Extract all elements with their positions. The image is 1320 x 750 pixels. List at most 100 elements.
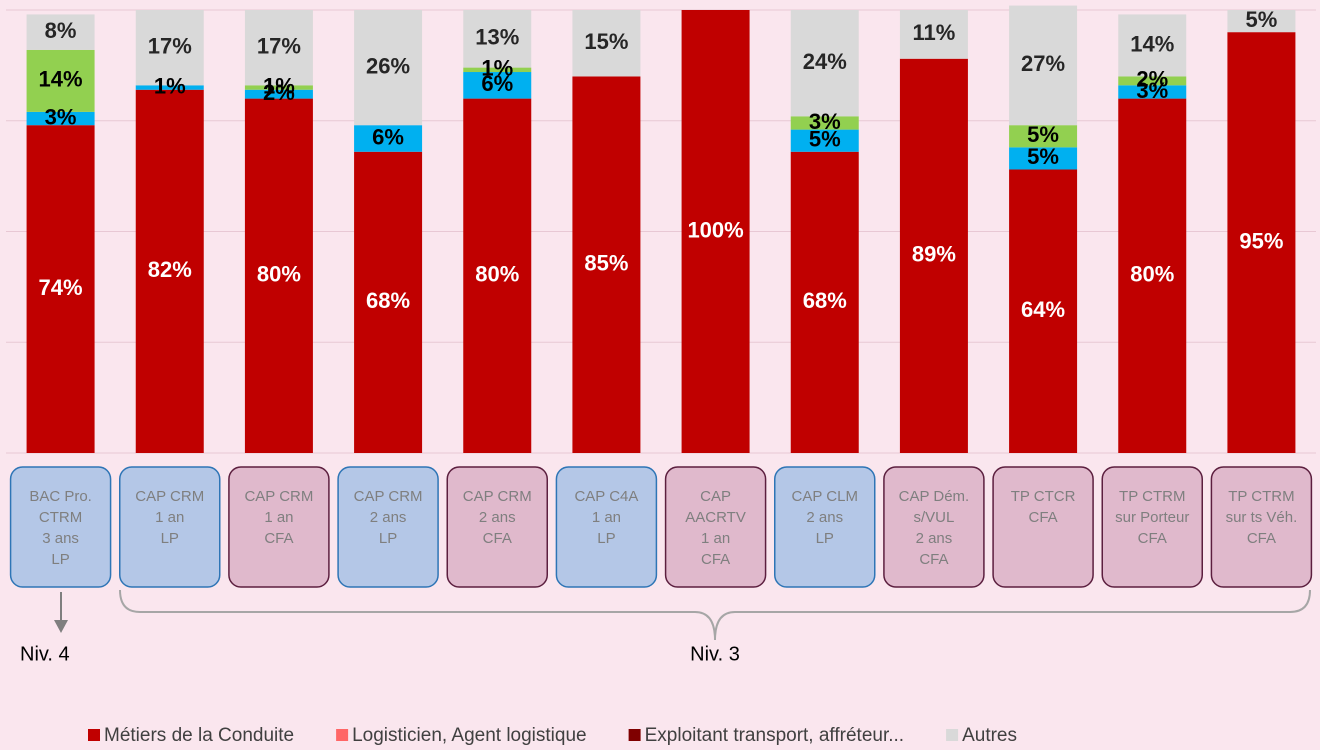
bar-segment bbox=[135, 89, 204, 454]
data-label: 17% bbox=[257, 33, 301, 58]
bar-segment bbox=[463, 67, 532, 73]
category-label: CFA bbox=[919, 551, 948, 568]
data-label: 1% bbox=[481, 56, 513, 81]
data-label: 5% bbox=[1027, 144, 1059, 169]
bar-segment bbox=[354, 10, 423, 126]
data-label: 95% bbox=[1239, 228, 1283, 253]
data-label: 24% bbox=[803, 49, 847, 74]
data-label: 5% bbox=[809, 126, 841, 151]
data-label: 27% bbox=[1021, 51, 1065, 76]
data-label: 5% bbox=[1027, 122, 1059, 147]
bar-segment bbox=[1009, 5, 1078, 126]
data-label: 15% bbox=[584, 29, 628, 54]
category-box bbox=[1210, 466, 1313, 588]
data-label: 3% bbox=[809, 109, 841, 134]
category-box bbox=[664, 466, 767, 588]
bar-segment bbox=[1009, 169, 1078, 454]
category-label: CFA bbox=[1247, 530, 1276, 547]
category-label: AACRTV bbox=[685, 509, 746, 526]
data-label: 6% bbox=[372, 124, 404, 149]
bar-segment bbox=[1227, 32, 1296, 454]
category-box bbox=[992, 466, 1094, 588]
bar-segment bbox=[1118, 98, 1187, 453]
data-label: 1% bbox=[263, 73, 295, 98]
data-label: 3% bbox=[1136, 78, 1168, 103]
bar-segment bbox=[572, 10, 641, 77]
data-label: 1% bbox=[154, 73, 186, 98]
bar-segment bbox=[354, 151, 423, 453]
legend-swatch bbox=[628, 729, 641, 741]
category-label: 1 an bbox=[701, 530, 730, 547]
category-label: LP bbox=[379, 530, 397, 547]
data-label: 6% bbox=[481, 71, 513, 96]
category-label: sur Porteur bbox=[1115, 509, 1189, 526]
data-label: 80% bbox=[1130, 262, 1174, 287]
data-label: 8% bbox=[45, 18, 77, 43]
level4-label: Niv. 4 bbox=[20, 643, 70, 665]
category-label: 3 ans bbox=[42, 530, 79, 547]
bar-segment bbox=[244, 89, 313, 99]
bar-segment bbox=[26, 125, 95, 454]
data-label: 64% bbox=[1021, 297, 1065, 322]
legend-swatch bbox=[88, 729, 100, 741]
category-label: 2 ans bbox=[916, 530, 953, 547]
bar-segment bbox=[26, 14, 95, 50]
bar-segment bbox=[1118, 76, 1187, 86]
category-box bbox=[337, 466, 439, 588]
data-label: 80% bbox=[475, 262, 519, 287]
category-box bbox=[883, 466, 985, 588]
bar-segment bbox=[1118, 85, 1187, 99]
data-label: 3% bbox=[45, 104, 77, 129]
category-box bbox=[228, 466, 330, 588]
data-label: 14% bbox=[1130, 31, 1174, 56]
category-box bbox=[446, 466, 548, 588]
legend-swatch bbox=[336, 729, 349, 741]
category-label: CAP CLM bbox=[792, 488, 858, 505]
category-label: CAP bbox=[700, 488, 731, 505]
bar-segment bbox=[135, 10, 204, 86]
bar-segment bbox=[26, 49, 95, 112]
bar-segment bbox=[790, 116, 859, 130]
category-label: LP bbox=[51, 551, 69, 568]
category-label: CAP C4A bbox=[574, 488, 638, 505]
category-label: TP CTRM bbox=[1228, 488, 1294, 505]
category-label: CFA bbox=[1028, 509, 1057, 526]
data-label: 2% bbox=[1136, 67, 1168, 92]
bar-segment bbox=[790, 151, 859, 453]
category-label: CAP CRM bbox=[135, 488, 204, 505]
category-label: 1 an bbox=[264, 509, 293, 526]
legend-swatch bbox=[946, 729, 959, 741]
data-label: 100% bbox=[687, 217, 743, 242]
data-label: 13% bbox=[475, 25, 519, 50]
bar-segment bbox=[463, 98, 532, 453]
category-label: LP bbox=[816, 530, 834, 547]
bar-segment bbox=[681, 10, 750, 453]
category-label: 2 ans bbox=[479, 509, 516, 526]
category-label: sur ts Véh. bbox=[1226, 509, 1298, 526]
bar-segment bbox=[572, 76, 641, 453]
category-label: CAP CRM bbox=[244, 488, 313, 505]
data-label: 11% bbox=[913, 20, 956, 45]
category-box bbox=[119, 466, 221, 588]
category-label: CTRM bbox=[39, 509, 82, 526]
bar-segment bbox=[899, 10, 968, 59]
legend-label: Autres bbox=[962, 725, 1017, 746]
level3-label: Niv. 3 bbox=[690, 643, 740, 665]
bar-segment bbox=[1118, 14, 1187, 77]
bar-segment bbox=[1009, 147, 1078, 170]
category-box bbox=[555, 466, 658, 588]
category-label: CFA bbox=[264, 530, 293, 547]
category-label: TP CTCR bbox=[1011, 488, 1076, 505]
level4-arrowhead bbox=[54, 620, 68, 633]
category-label: CFA bbox=[483, 530, 512, 547]
category-label: 1 an bbox=[592, 509, 621, 526]
category-box bbox=[774, 466, 876, 588]
category-label: BAC Pro. bbox=[29, 488, 92, 505]
bar-segment bbox=[899, 58, 968, 453]
category-box bbox=[9, 466, 112, 588]
data-label: 17% bbox=[148, 33, 192, 58]
category-label: 2 ans bbox=[370, 509, 407, 526]
category-label: CFA bbox=[701, 551, 730, 568]
category-label: CAP Dém. bbox=[899, 488, 970, 505]
